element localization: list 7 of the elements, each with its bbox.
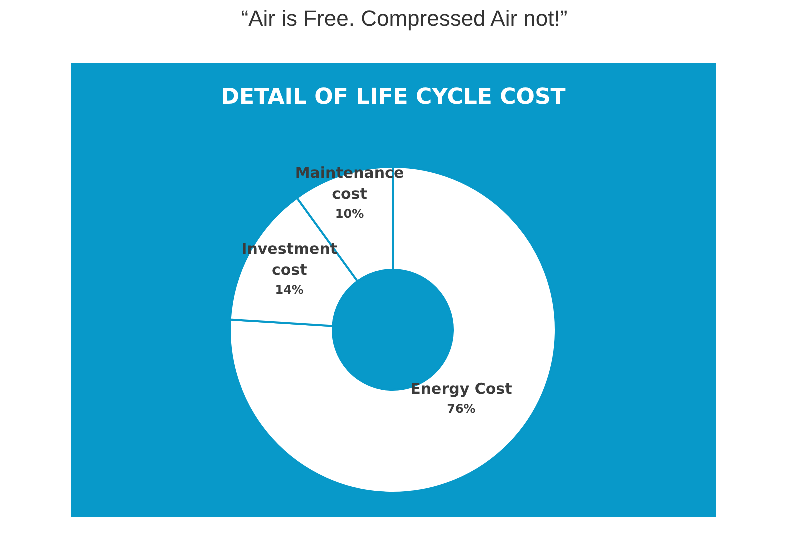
donut-slice [229,166,557,494]
data-label: 14% [275,283,304,298]
data-label: 10% [335,206,364,221]
chart-subtitle: DETAIL OF LIFE CYCLE COST [221,85,566,110]
slice-label: Energy Cost [410,380,512,398]
chart-title: “Air is Free. Compressed Air not!” [240,6,569,32]
data-label: 76% [447,402,476,416]
